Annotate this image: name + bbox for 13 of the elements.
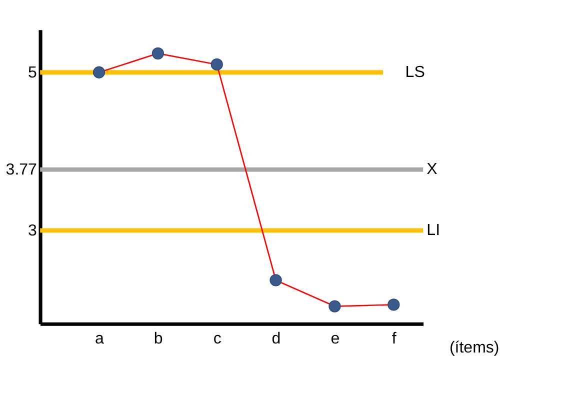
- ref-line-label: LS: [405, 62, 425, 81]
- ref-line-label: LI: [426, 220, 440, 239]
- y-tick-label: 3: [28, 221, 38, 240]
- x-tick-label: f: [392, 330, 397, 348]
- x-axis-title: (ítems): [449, 338, 500, 357]
- ref-line-label: X: [426, 160, 438, 178]
- x-tick-label: d: [272, 330, 281, 348]
- y-tick-label: 5: [28, 63, 38, 82]
- y-tick-label: 3.77: [6, 160, 38, 178]
- x-tick-label: a: [94, 330, 104, 348]
- x-tick-label: b: [154, 330, 163, 348]
- x-tick-label: e: [330, 330, 340, 348]
- x-tick-label: c: [213, 330, 222, 348]
